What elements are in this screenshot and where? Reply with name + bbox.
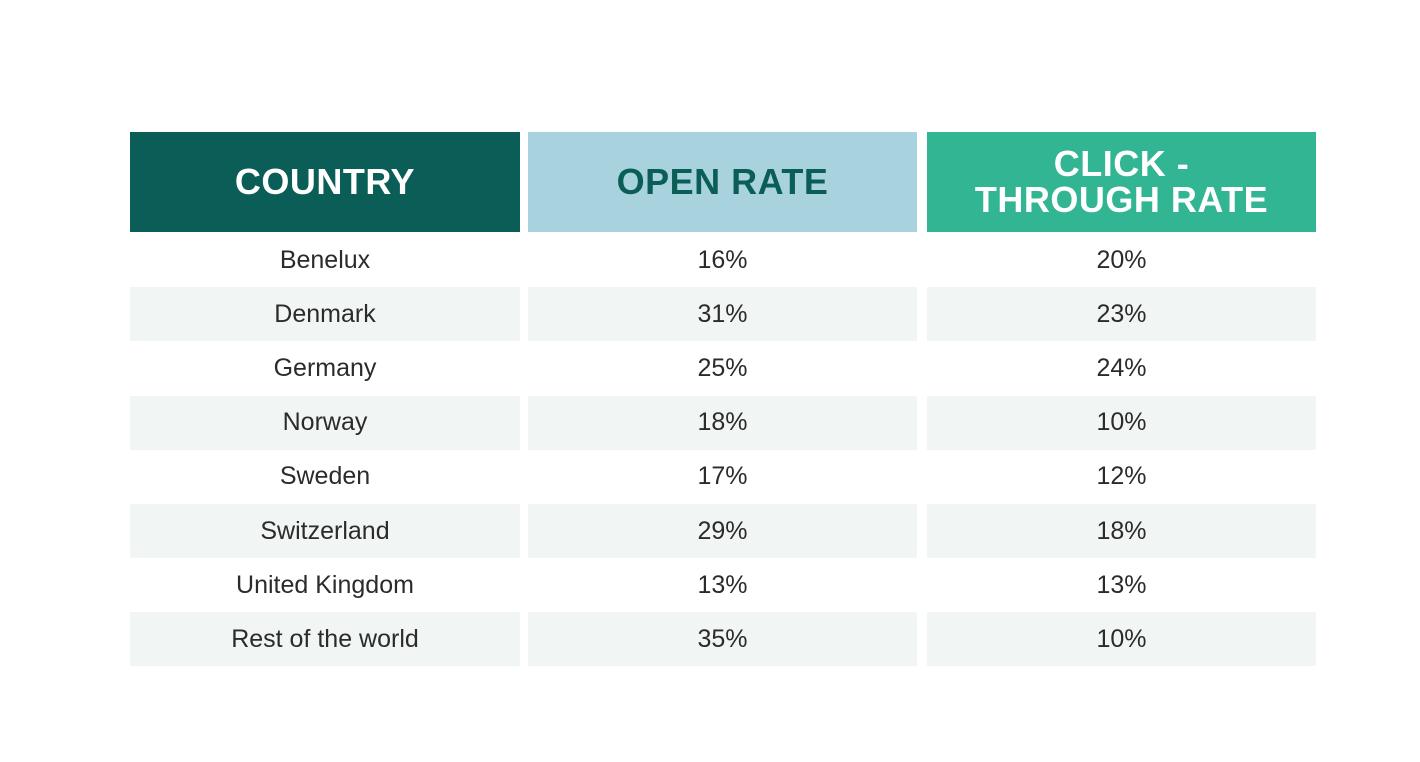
header-open-rate: OPEN RATE bbox=[528, 132, 917, 232]
cell-open-rate: 25% bbox=[697, 353, 748, 382]
cell-open-rate: 18% bbox=[528, 395, 917, 450]
cell-click-through-rate: 20% bbox=[1096, 245, 1147, 274]
cell-click-through-rate: 13% bbox=[1096, 570, 1147, 599]
cell-open-rate: 16% bbox=[697, 245, 748, 274]
header-ctr-label-line1: CLICK - bbox=[1053, 143, 1190, 184]
cell-country: Benelux bbox=[279, 245, 371, 274]
cell-country: Denmark bbox=[130, 287, 520, 342]
header-country: COUNTRY bbox=[130, 132, 520, 232]
cell-click-through-rate: 18% bbox=[927, 504, 1316, 558]
cell-country: Germany bbox=[273, 353, 377, 382]
cell-click-through-rate: 12% bbox=[1096, 462, 1147, 491]
cell-click-through-rate: 24% bbox=[1096, 353, 1147, 382]
header-open-rate-label: OPEN RATE bbox=[616, 161, 829, 202]
cell-country: Sweden bbox=[279, 462, 371, 491]
header-country-label: COUNTRY bbox=[234, 161, 416, 202]
cell-click-through-rate: 10% bbox=[927, 395, 1316, 450]
cell-click-through-rate: 23% bbox=[927, 287, 1316, 342]
cell-country: Switzerland bbox=[130, 504, 520, 558]
cell-country: Norway bbox=[130, 395, 520, 450]
header-ctr-label-line2: THROUGH RATE bbox=[974, 179, 1269, 220]
cell-click-through-rate: 10% bbox=[927, 612, 1316, 667]
cell-open-rate: 17% bbox=[697, 462, 748, 491]
cell-open-rate: 31% bbox=[528, 287, 917, 342]
header-click-through-rate: CLICK - THROUGH RATE bbox=[927, 132, 1316, 232]
cell-open-rate: 35% bbox=[528, 612, 917, 667]
cell-open-rate: 13% bbox=[697, 570, 748, 599]
cell-open-rate: 29% bbox=[528, 504, 917, 558]
cell-country: Rest of the world bbox=[130, 612, 520, 667]
cell-country: United Kingdom bbox=[236, 570, 414, 599]
